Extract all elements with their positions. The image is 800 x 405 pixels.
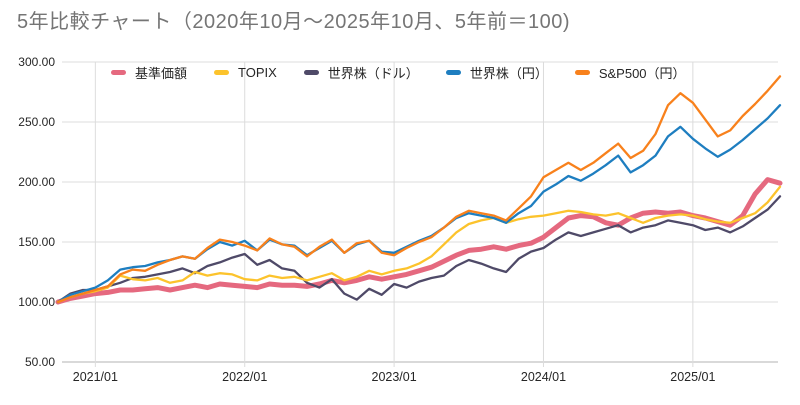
legend-label: 基準価額 — [135, 66, 188, 81]
legend-item-4: 世界株（円） — [445, 63, 548, 82]
legend-swatch-icon — [111, 70, 126, 75]
series-line-3 — [56, 195, 782, 304]
chart-legend: 基準価額 TOPIX 世界株（ドル） 世界株（円） S&P500（円） — [111, 62, 686, 83]
legend-item-1: 基準価額 — [111, 63, 187, 82]
legend-label: TOPIX — [238, 65, 277, 80]
series-line-5 — [56, 75, 782, 304]
legend-item-2: TOPIX — [214, 65, 277, 80]
legend-label: 世界株（円） — [469, 66, 548, 81]
legend-swatch-icon — [303, 70, 319, 75]
x-axis-label: 2023/01 — [372, 370, 417, 384]
chart-title: 5年比較チャート（2020年10月～2025年10月、5年前＝100) — [17, 11, 571, 33]
y-axis-label: 50.00 — [25, 355, 55, 369]
y-axis-label: 150.00 — [18, 235, 55, 249]
legend-swatch-icon — [214, 70, 230, 75]
legend-swatch-icon — [574, 70, 590, 75]
y-axis-label: 250.00 — [18, 115, 55, 129]
y-axis-label: 300.00 — [18, 55, 55, 69]
legend-label: S&P500（円） — [598, 66, 686, 81]
legend-label: 世界株（ドル） — [327, 66, 419, 81]
legend-item-3: 世界株（ドル） — [303, 63, 419, 82]
y-axis-label: 100.00 — [18, 295, 55, 309]
x-axis-label: 2024/01 — [521, 370, 566, 384]
y-axis-label: 200.00 — [18, 175, 55, 189]
x-axis-label: 2022/01 — [222, 370, 267, 384]
x-axis-label: 2021/01 — [73, 370, 118, 384]
legend-item-5: S&P500（円） — [574, 63, 686, 82]
series-line-2 — [56, 185, 782, 304]
legend-swatch-icon — [445, 70, 461, 75]
x-axis-label: 2025/01 — [670, 370, 715, 384]
series-line-1 — [55, 177, 783, 305]
